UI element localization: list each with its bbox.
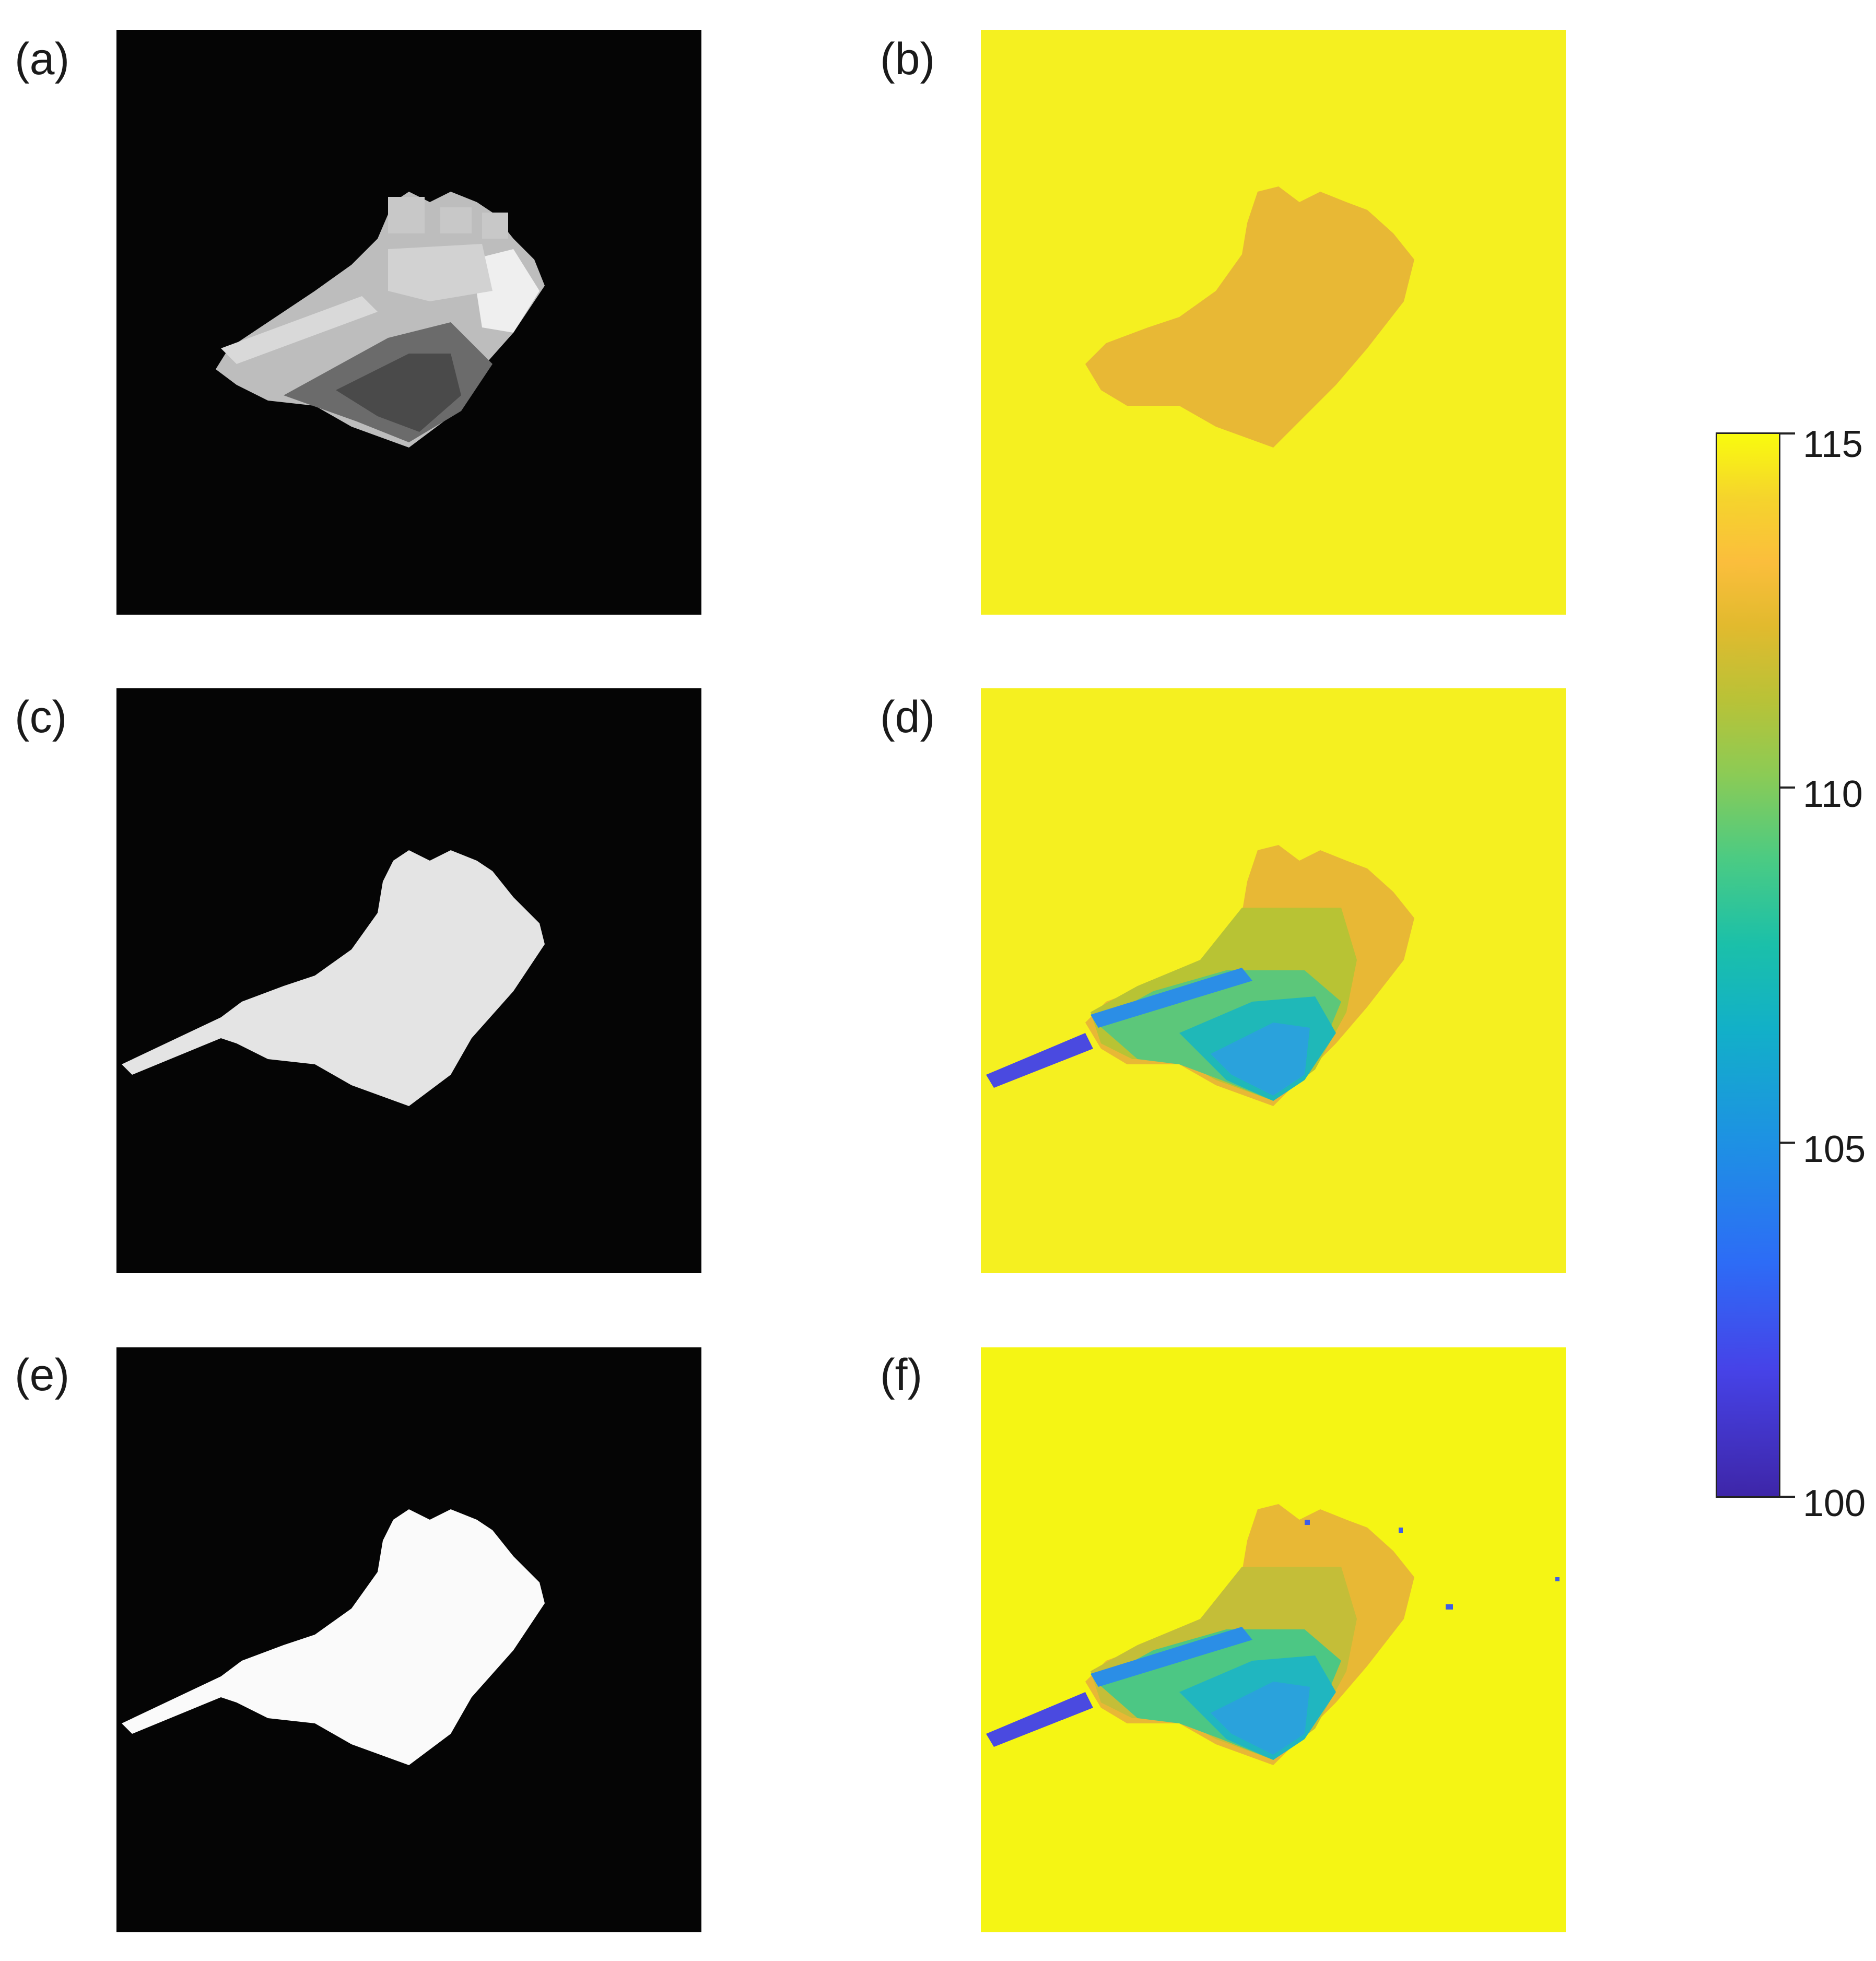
panel-a-intensity-image — [116, 30, 701, 615]
tank-depth-f — [986, 1504, 1560, 1765]
colorbar-tick-100 — [1780, 1496, 1795, 1498]
colorbar-tick-110 — [1780, 786, 1795, 789]
panel-label-d: (d) — [880, 692, 935, 742]
colorbar-label-115: 115 — [1803, 424, 1863, 465]
colorbar — [1716, 432, 1780, 1498]
panel-f-svg — [981, 1347, 1566, 1932]
panel-label-a: (a) — [15, 34, 70, 84]
panel-c-intensity-image — [116, 688, 701, 1273]
panel-b-depth-image — [981, 30, 1566, 615]
panel-d-depth-image — [981, 688, 1566, 1273]
tank-silhouette-e — [122, 1509, 545, 1765]
panel-label-b: (b) — [880, 34, 935, 84]
panel-label-f: (f) — [880, 1350, 923, 1400]
colorbar-tick-105 — [1780, 1142, 1795, 1144]
panel-a-svg — [116, 30, 701, 615]
tank-depth-d — [986, 845, 1414, 1106]
colorbar-tick-115 — [1780, 432, 1795, 435]
panel-label-c: (c) — [15, 692, 67, 742]
panel-d-svg — [981, 688, 1566, 1273]
panel-f-depth-image — [981, 1347, 1566, 1932]
tank-silhouette-a — [216, 192, 545, 448]
tank-silhouette-c — [122, 850, 545, 1106]
panel-label-e: (e) — [15, 1350, 70, 1400]
tank-silhouette-b — [1085, 186, 1414, 448]
panel-c-svg — [116, 688, 701, 1273]
panel-e-svg — [116, 1347, 701, 1932]
panel-e-intensity-image — [116, 1347, 701, 1932]
colorbar-label-105: 105 — [1803, 1129, 1866, 1170]
panel-b-svg — [981, 30, 1566, 615]
colorbar-label-100: 100 — [1803, 1483, 1866, 1524]
colorbar-label-110: 110 — [1803, 773, 1863, 815]
